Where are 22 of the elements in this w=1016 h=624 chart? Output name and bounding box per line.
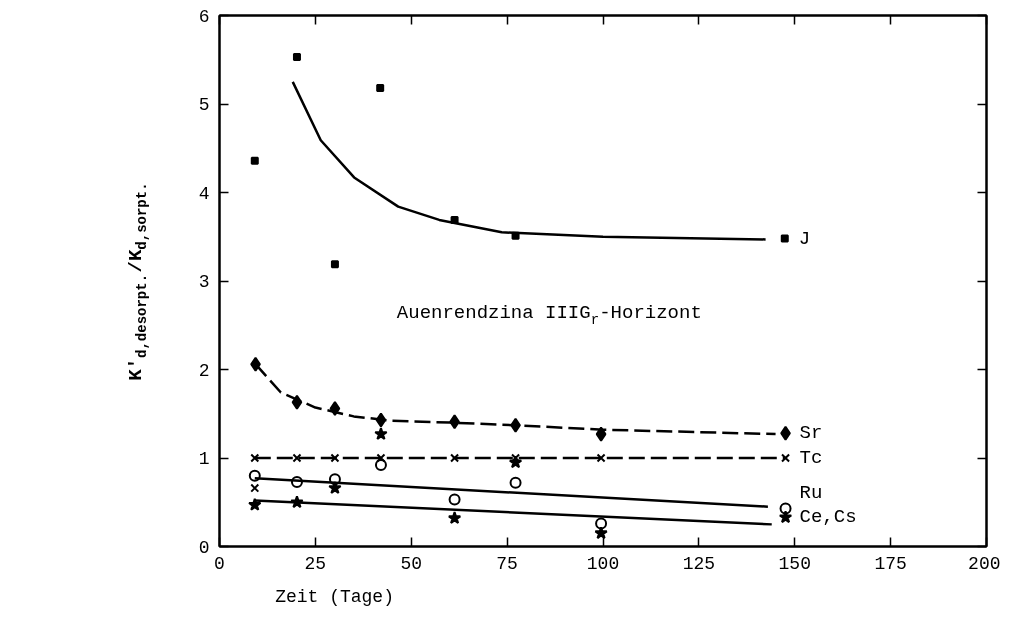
y-tick-label: 1 (198, 449, 210, 469)
y-tick-label: 3 (198, 272, 210, 292)
series-label: Tc (799, 447, 823, 469)
series-label: J (798, 227, 811, 250)
x-tick-label: 125 (682, 553, 716, 574)
x-tick-label: 25 (304, 553, 327, 574)
series-label: Ru (799, 482, 823, 505)
x-axis-title: Zeit (Tage) (275, 586, 394, 607)
series-label: Sr (799, 422, 823, 445)
y-tick-label: 4 (198, 183, 210, 204)
x-tick-label: 200 (968, 553, 1001, 574)
x-tick-label: 50 (400, 553, 423, 574)
y-tick-label: 5 (198, 95, 210, 115)
x-tick-label: 0 (214, 553, 225, 574)
series-label: Ce,Cs (799, 506, 857, 529)
y-tick-label: 6 (198, 6, 210, 27)
x-tick-label: 175 (874, 553, 907, 574)
x-tick-label: 150 (778, 553, 811, 574)
y-tick-label: 2 (198, 360, 210, 381)
x-tick-label: 75 (496, 553, 518, 574)
x-tick-label: 100 (586, 553, 620, 574)
y-tick-label: 0 (198, 537, 210, 558)
